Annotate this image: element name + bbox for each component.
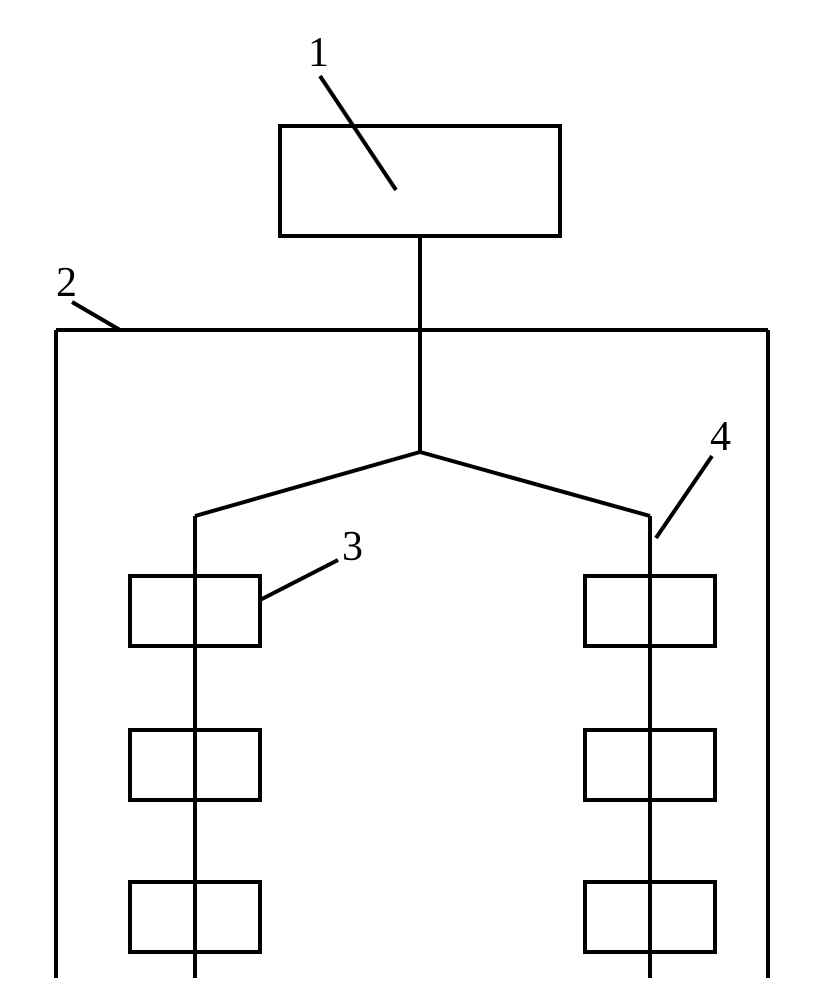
label-l2: 2 (56, 260, 77, 306)
label-l3: 3 (342, 524, 363, 570)
label-l4: 4 (710, 414, 731, 460)
label-l4-leader (656, 456, 712, 538)
branch-left (195, 452, 420, 516)
label-l2-leader (72, 302, 120, 330)
label-l1: 1 (308, 30, 329, 76)
top-box (280, 126, 560, 236)
label-l3-leader (260, 560, 338, 600)
branch-right (420, 452, 650, 516)
